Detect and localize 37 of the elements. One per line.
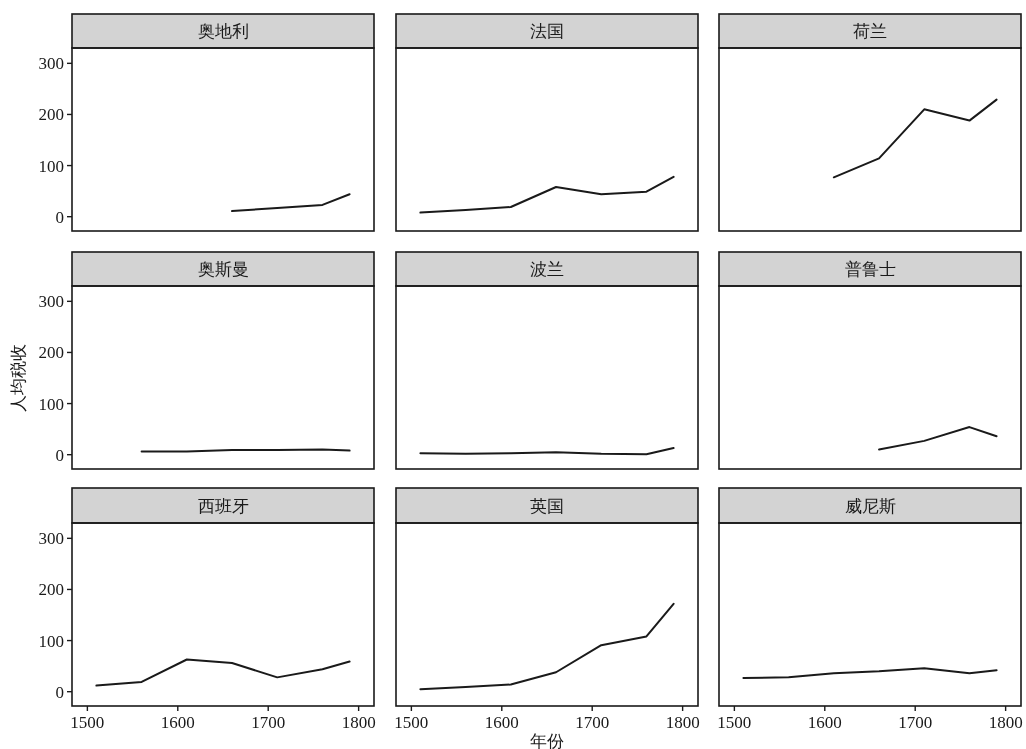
y-tick-label: 300 [38, 529, 64, 549]
x-tick-label: 1700 [898, 713, 933, 732]
x-tick-label: 1800 [988, 713, 1023, 732]
y-tick-label: 0 [55, 682, 64, 702]
x-axis-title: 年份 [530, 732, 564, 749]
chart-title: 奥斯曼 [197, 260, 249, 279]
x-tick-label: 1800 [341, 713, 376, 732]
x-tick-label: 1500 [717, 713, 752, 732]
chart-title: 威尼斯 [844, 496, 896, 516]
y-tick-label: 300 [38, 292, 64, 312]
y-tick-label: 100 [38, 156, 64, 176]
chart-title: 西班牙 [197, 496, 249, 516]
y-tick-label: 100 [38, 394, 64, 414]
y-tick-label: 0 [55, 445, 64, 465]
x-tick-label: 1700 [251, 713, 286, 732]
line-series [95, 658, 351, 687]
chart-title: 英国 [530, 496, 564, 516]
y-axis-title: 人均税收 [9, 343, 28, 412]
y-tick-label: 100 [38, 631, 64, 651]
chart-title: 奥地利 [197, 22, 249, 41]
x-tick-label: 1800 [665, 713, 700, 732]
y-tick-label: 0 [55, 207, 64, 227]
x-tick-label: 1500 [70, 713, 105, 732]
line-series [231, 193, 351, 213]
y-tick-label: 200 [38, 580, 64, 600]
chart-title: 荷兰 [853, 22, 887, 41]
chart-title: 普鲁士 [844, 260, 896, 279]
x-tick-label: 1600 [484, 713, 519, 732]
x-tick-label: 1600 [160, 713, 195, 732]
chart-title: 法国 [530, 22, 564, 41]
chart-title: 波兰 [530, 260, 564, 279]
x-tick-label: 1600 [807, 713, 842, 732]
y-tick-label: 200 [38, 105, 64, 125]
y-tick-label: 200 [38, 343, 64, 363]
y-tick-label: 300 [38, 54, 64, 74]
x-tick-label: 1700 [575, 713, 610, 732]
x-tick-label: 1500 [394, 713, 429, 732]
